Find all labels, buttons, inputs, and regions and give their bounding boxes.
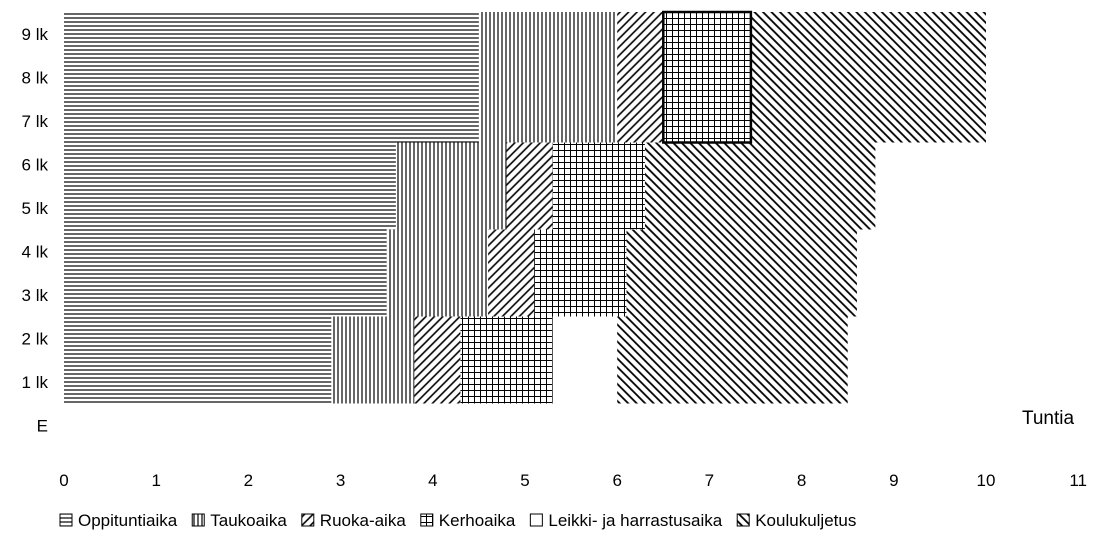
y-tick-label: 6 lk [22, 155, 49, 174]
x-tick-label: 4 [428, 471, 437, 490]
bar-5-lk-6-lk-koulukuljetus [644, 142, 876, 230]
legend-label-ruoka-aika: Ruoka-aika [320, 511, 407, 530]
legend-label-oppituntiaika: Oppituntiaika [78, 511, 178, 530]
bar-7-lk-9-lk-kerhoaika [663, 12, 751, 143]
bar-7-lk-9-lk-taukoaika [478, 12, 618, 143]
bar-3-lk-4-lk-taukoaika [386, 229, 489, 317]
x-tick-label: 7 [705, 471, 714, 490]
y-tick-label: 3 lk [22, 286, 49, 305]
y-tick-label: 8 lk [22, 68, 49, 87]
x-tick-label: 3 [336, 471, 345, 490]
bar-1-lk-2-lk-taukoaika [331, 316, 415, 404]
legend-swatch-kerhoaika-icon [420, 513, 434, 527]
y-tick-label: 2 lk [22, 329, 49, 348]
x-tick-label: 10 [977, 471, 996, 490]
y-tick-label: 1 lk [22, 373, 49, 392]
y-tick-label: 7 lk [22, 112, 49, 131]
bar-1-lk-2-lk-koulukuljetus [617, 316, 848, 404]
legend-swatch-oppituntiaika-icon [59, 513, 73, 527]
bar-7-lk-9-lk-oppituntiaika [64, 12, 479, 143]
legend: Oppituntiaika Taukoaika Ruoka-aika Kerhoaik… [59, 511, 856, 530]
x-tick-label: 5 [520, 471, 529, 490]
x-tick-label: 6 [612, 471, 621, 490]
y-axis-labels: E 1 lk 2 lk 3 lk 4 lk 5 lk 6 lk 7 lk 8 lk 9 lk [22, 25, 49, 436]
bar-5-lk-6-lk-kerhoaika [552, 142, 645, 230]
x-axis-title: Tuntia [1022, 408, 1075, 429]
bar-1-lk-2-lk-oppituntiaika [64, 316, 332, 404]
x-tick-label: 8 [797, 471, 806, 490]
bar-3-lk-4-lk-oppituntiaika [64, 229, 387, 317]
highlight-box [662, 10, 753, 144]
bar-5-lk-6-lk-oppituntiaika [64, 142, 396, 230]
x-tick-label: 9 [889, 471, 898, 490]
y-tick-label: 5 lk [22, 199, 49, 218]
y-tick-label: E [37, 416, 48, 435]
legend-swatch-taukoaika-icon [191, 513, 205, 527]
y-tick-label: 9 lk [22, 25, 49, 44]
legend-swatch-koulukuljetus-icon [736, 513, 750, 527]
bar-segments [64, 12, 986, 404]
legend-label-koulukuljetus: Koulukuljetus [755, 511, 856, 530]
highlight-rect [662, 10, 753, 144]
x-axis-labels: 0 1 2 3 4 5 6 7 8 9 10 11 [59, 471, 1087, 490]
bar-3-lk-4-lk-koulukuljetus [626, 229, 857, 317]
bar-1-lk-2-lk-kerhoaika [460, 316, 553, 404]
legend-label-leikki-ja-harrastusaika: Leikki- ja harrastusaika [548, 511, 722, 530]
bar-1-lk-2-lk-ruoka-aika [414, 316, 461, 404]
legend-label-taukoaika: Taukoaika [210, 511, 287, 530]
x-tick-label: 11 [1069, 471, 1087, 490]
x-tick-label: 1 [151, 471, 160, 490]
bar-3-lk-4-lk-ruoka-aika [488, 229, 535, 317]
bar-7-lk-9-lk-ruoka-aika [617, 12, 664, 143]
y-tick-label: 4 lk [22, 242, 49, 261]
legend-swatch-leikki-ja-harrastusaika-icon [529, 513, 543, 527]
legend-label-kerhoaika: Kerhoaika [439, 511, 516, 530]
x-tick-label: 0 [59, 471, 68, 490]
bar-5-lk-6-lk-taukoaika [395, 142, 507, 230]
bar-3-lk-4-lk-kerhoaika [534, 229, 627, 317]
x-tick-label: 2 [244, 471, 253, 490]
bar-5-lk-6-lk-ruoka-aika [506, 142, 553, 230]
legend-swatch-ruoka-aika-icon [301, 513, 315, 527]
